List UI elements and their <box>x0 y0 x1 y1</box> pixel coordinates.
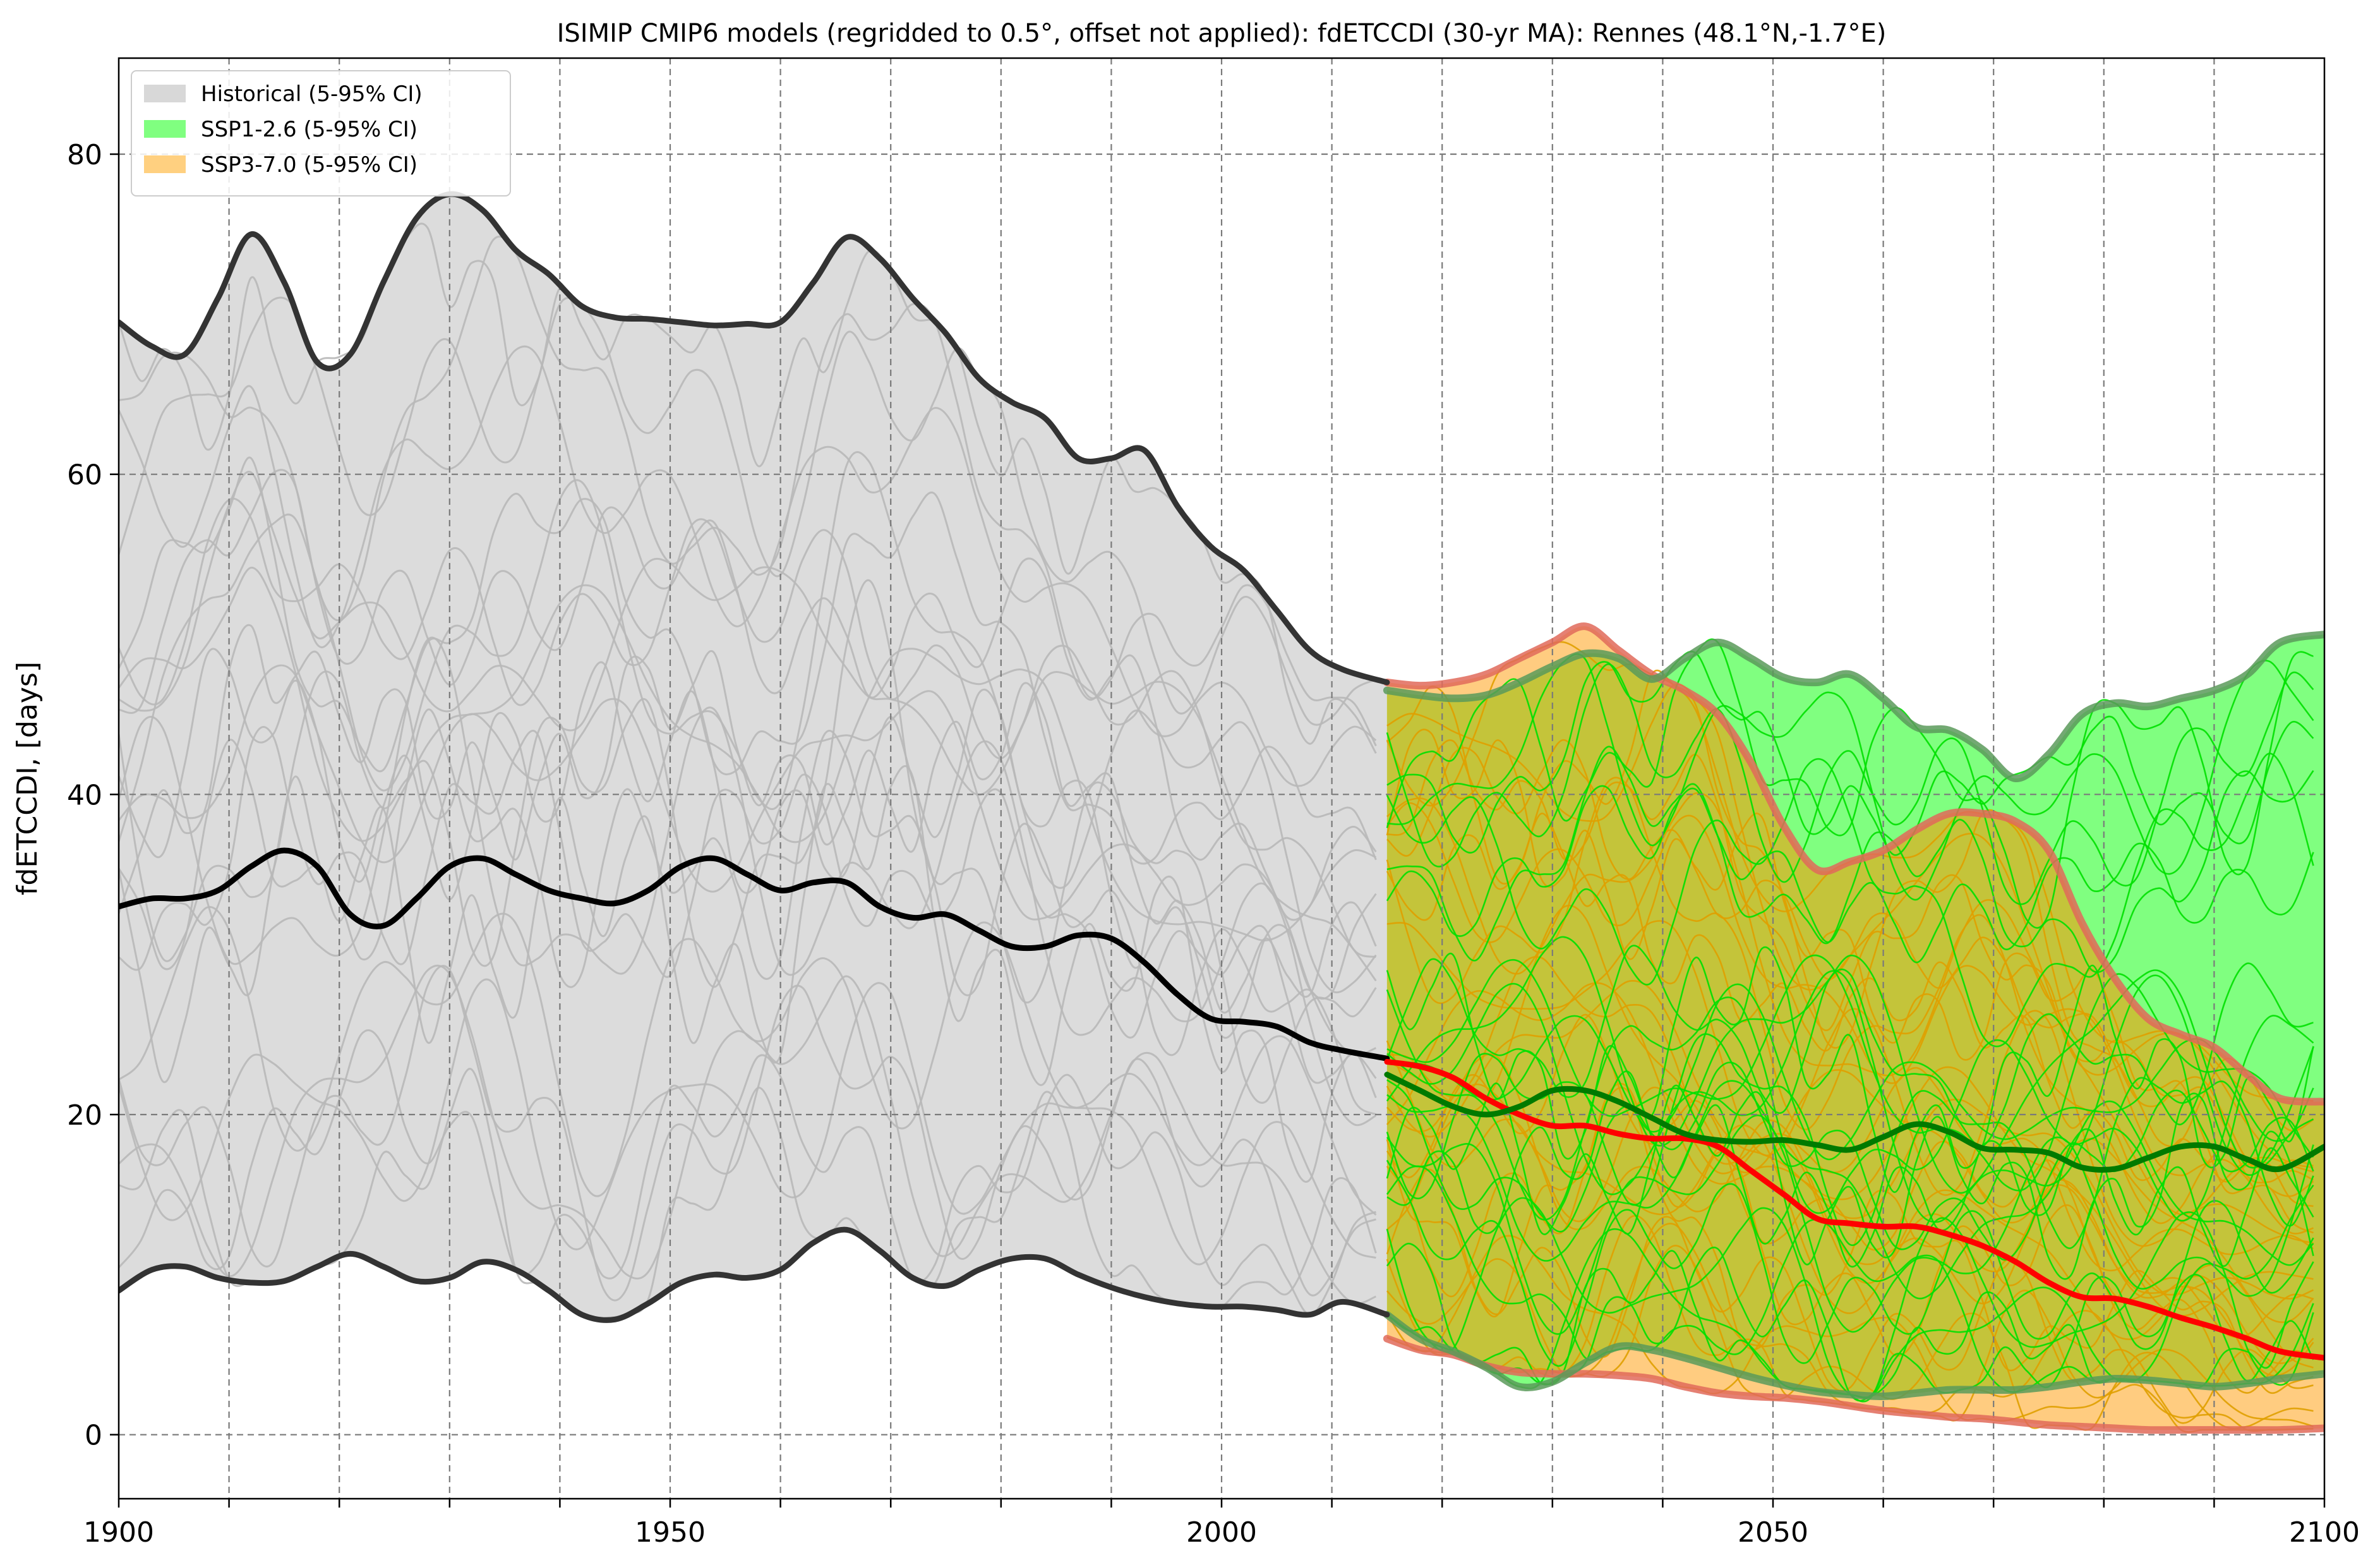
ssp126-member-line <box>1386 651 2314 856</box>
ssp126-member-line <box>1386 970 2314 1223</box>
ssp126-member-line <box>1386 663 2314 905</box>
historical-member-line <box>119 222 1377 754</box>
ssp126-upper-bound <box>1383 631 2324 782</box>
historical-lower-bound <box>119 1226 1390 1323</box>
ssp126-member-line <box>1386 946 2314 1194</box>
ssp126-member-line <box>1386 653 2314 901</box>
x-tick-label: 1900 <box>83 1516 154 1549</box>
historical-member-line <box>119 1029 1377 1316</box>
x-tick-label: 2100 <box>2289 1516 2360 1549</box>
ssp126-member-line <box>1386 1061 2314 1261</box>
ssp370-member-line <box>1386 1245 2314 1431</box>
ssp370-median-line <box>1384 1058 2324 1361</box>
y-tick-label: 80 <box>67 139 102 171</box>
y-tick-label: 0 <box>85 1420 102 1452</box>
ssp126-member-line <box>1386 1165 2314 1393</box>
legend-swatch <box>144 155 186 173</box>
ssp370-member-line <box>1386 1040 2314 1365</box>
y-axis-label: fdETCCDI, [days] <box>11 662 44 895</box>
historical-member-line <box>119 664 1376 1056</box>
ssp370-member-line <box>1386 1083 2314 1369</box>
ssp126-member-line <box>1386 1080 2314 1300</box>
ssp126-median-line <box>1384 1072 2324 1173</box>
y-tick-label: 60 <box>67 459 102 492</box>
ssp370-upper-bound <box>1383 622 2324 1106</box>
ssp126-member-line <box>1386 936 2314 1194</box>
historical-member-line <box>119 965 1377 1302</box>
historical-ci-band <box>119 194 1387 1321</box>
ssp126-member-line <box>1386 1159 2314 1367</box>
chart-title: ISIMIP CMIP6 models (regridded to 0.5°, … <box>557 19 1887 48</box>
ssp126-member-line <box>1386 785 2314 964</box>
y-tick-label: 40 <box>67 779 102 811</box>
x-tick-label: 2000 <box>1186 1516 1257 1549</box>
historical-member-line <box>119 636 1377 1127</box>
ssp126-member-line <box>1386 983 2314 1161</box>
historical-member-line <box>119 906 1377 1216</box>
ssp370-member-line <box>1386 813 2314 1207</box>
legend-label: SSP1-2.6 (5-95% CI) <box>201 117 418 142</box>
ssp126-member-line <box>1386 746 2314 973</box>
ssp126-member-line <box>1386 1082 2314 1280</box>
historical-member-line <box>119 456 1377 865</box>
legend-box <box>131 70 511 197</box>
historical-member-line <box>119 1068 1377 1319</box>
historical-member-line <box>119 765 1377 1183</box>
ssp370-lower-bound <box>1383 1334 2324 1434</box>
ssp370-member-line <box>1386 669 2314 1147</box>
ssp370-member-line <box>1386 1086 2314 1394</box>
y-tick-label: 20 <box>67 1099 102 1132</box>
historical-member-line <box>119 469 1377 921</box>
historical-member-line <box>119 296 1377 726</box>
x-tick-label: 1950 <box>635 1516 706 1549</box>
historical-member-line <box>119 345 1377 787</box>
legend-label: Historical (5-95% CI) <box>201 82 423 107</box>
historical-member-line <box>119 235 1377 747</box>
legend-swatch <box>144 85 186 102</box>
historical-upper-bound <box>119 191 1390 686</box>
ssp126-member-line <box>1386 1070 2314 1268</box>
historical-member-line <box>119 451 1377 994</box>
ssp126-member-line <box>1386 1033 2314 1249</box>
ssp370-member-line <box>1386 920 2314 1247</box>
historical-member-line <box>119 964 1376 1305</box>
legend-label: SSP3-7.0 (5-95% CI) <box>201 152 418 178</box>
ssp126-member-line <box>1386 638 2314 929</box>
ssp126-member-line <box>1386 954 2314 1192</box>
ssp126-member-line <box>1386 1114 2314 1335</box>
x-tick-label: 2050 <box>1738 1516 1808 1549</box>
ssp126-member-line <box>1386 945 2314 1147</box>
legend-swatch <box>144 120 186 138</box>
ssp126-member-line <box>1386 989 2314 1222</box>
ssp370-member-line <box>1386 792 2314 1216</box>
ssp370-member-line <box>1386 979 2314 1300</box>
legend: Historical (5-95% CI) SSP1-2.6 (5-95% CI)… <box>131 70 511 197</box>
historical-member-line <box>119 648 1377 1039</box>
ssp126-lower-bound <box>1383 1310 2324 1400</box>
historical-median-line <box>119 847 1390 1061</box>
historical-member-line <box>119 978 1376 1266</box>
ssp370-member-line <box>1386 777 2314 1224</box>
